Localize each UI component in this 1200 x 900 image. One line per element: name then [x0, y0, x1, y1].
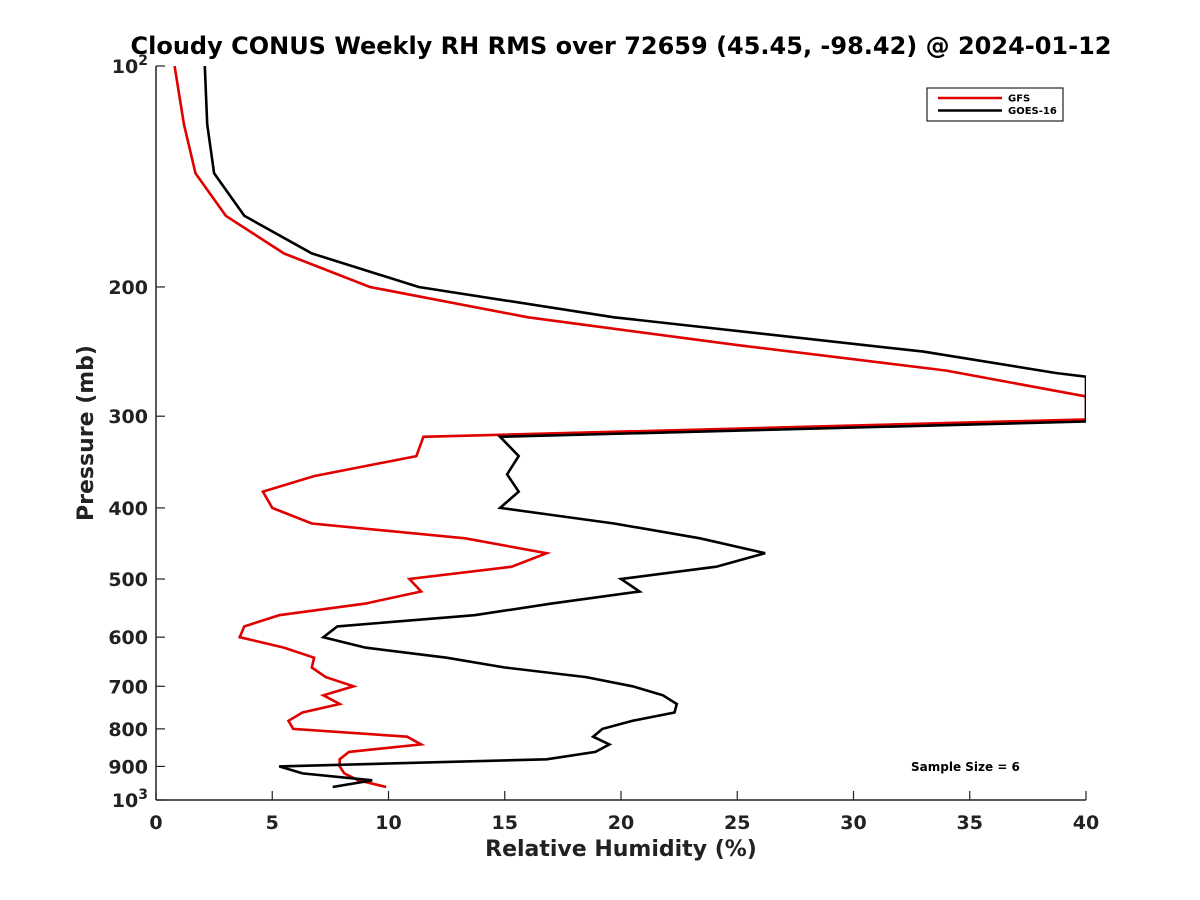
y-tick-label: 103 [112, 787, 148, 812]
y-tick-label: 200 [108, 277, 148, 299]
series-layer [173, 66, 1086, 789]
x-tick-label: 40 [1073, 812, 1099, 834]
x-tick-label: 0 [149, 812, 162, 834]
x-tick-label: 35 [957, 812, 983, 834]
x-tick-label: 5 [266, 812, 279, 834]
x-tick-label: 25 [724, 812, 750, 834]
legend-box [926, 87, 1064, 122]
x-tick-label: 30 [840, 812, 866, 834]
x-axis-ticks: 0 5 10 15 20 25 30 35 40 [149, 791, 1099, 834]
sample-size-annotation: Sample Size = 6 [911, 760, 1020, 774]
y-tick-label: 400 [108, 498, 148, 520]
y-tick-label: 800 [108, 719, 148, 741]
y-tick-label: 500 [108, 569, 148, 591]
x-tick-label: 20 [608, 812, 634, 834]
y-tick-label: 900 [108, 756, 148, 778]
y-tick-label: 300 [108, 406, 148, 428]
series-line-gfs [173, 66, 1086, 789]
y-axis-ticks: 102 200 300 400 500 600 700 800 900 103 [108, 53, 165, 812]
legend-label-gfs: GFS [1008, 94, 1030, 105]
legend-label-goes16: GOES-16 [1008, 106, 1057, 117]
x-tick-label: 10 [375, 812, 401, 834]
y-axis-label: Pressure (mb) [74, 345, 99, 521]
chart-title: Cloudy CONUS Weekly RH RMS over 72659 (4… [131, 32, 1112, 60]
x-tick-label: 15 [492, 812, 518, 834]
series-line-goes16 [203, 66, 1086, 789]
y-tick-exponent: 2 [138, 53, 148, 69]
x-axis-label: Relative Humidity (%) [485, 837, 757, 862]
legend: GFS GOES-16 [926, 87, 1064, 122]
y-tick-label: 700 [108, 676, 148, 698]
y-tick-label: 102 [112, 53, 148, 78]
y-tick-label: 600 [108, 627, 148, 649]
y-tick-exponent: 3 [138, 787, 148, 803]
